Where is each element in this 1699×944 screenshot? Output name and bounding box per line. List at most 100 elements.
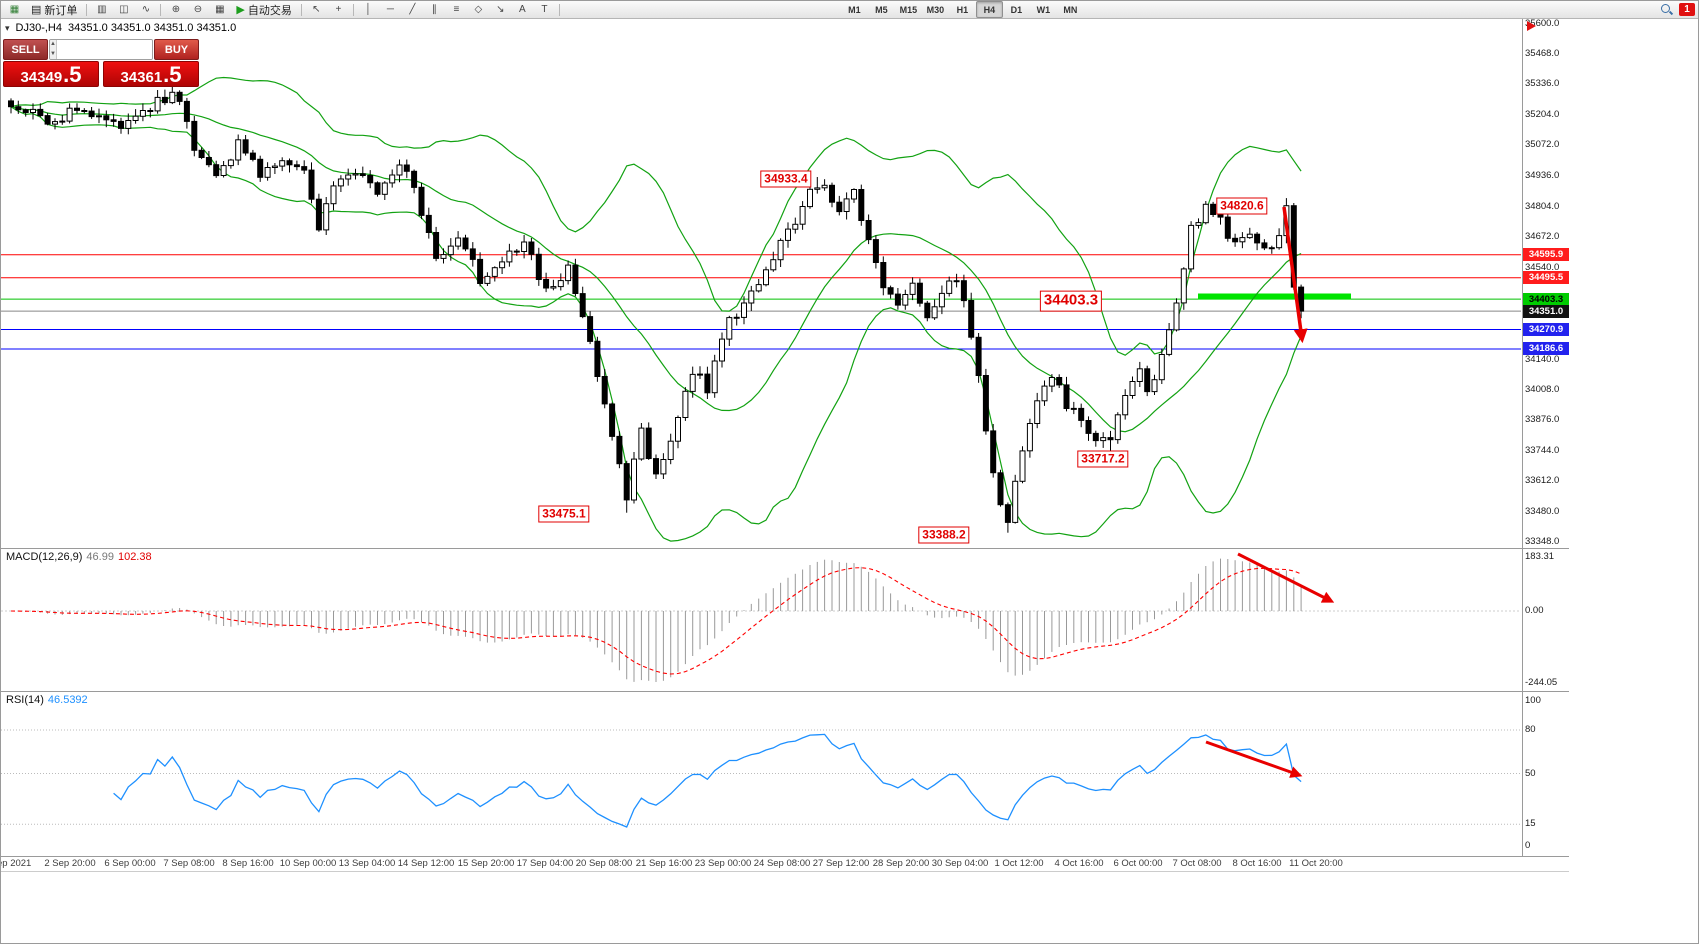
rsi-value: 46.5392 bbox=[47, 694, 88, 706]
horizontal-line-icon[interactable]: ─ bbox=[380, 1, 401, 18]
toolbar-separator bbox=[86, 3, 88, 16]
price-axis-label: 33744.0 bbox=[1525, 445, 1560, 456]
time-axis-label: 23 Sep 00:00 bbox=[694, 858, 752, 869]
buy-price-box[interactable]: 34361.5 bbox=[103, 61, 199, 87]
shapes-icon[interactable]: ◇ bbox=[468, 1, 489, 18]
price-callout[interactable]: 33388.2 bbox=[918, 526, 970, 544]
arrows-icon[interactable]: ↘ bbox=[490, 1, 511, 18]
price-callout[interactable]: 34820.6 bbox=[1216, 197, 1268, 215]
macd-name: MACD(12,26,9) bbox=[6, 551, 83, 563]
tile-windows-icon: ▦ bbox=[215, 4, 225, 15]
auto-trading-button-label: 自动交易 bbox=[247, 4, 292, 17]
price-axis-label: 34140.0 bbox=[1525, 354, 1560, 365]
price-axis-label: 35336.0 bbox=[1525, 78, 1560, 89]
auto-trading-button[interactable]: ▶ 自动交易 bbox=[231, 2, 296, 17]
lot-spinner: ▲ ▼ bbox=[50, 40, 57, 59]
notifications-badge[interactable]: 1 bbox=[1679, 3, 1695, 16]
price-axis-label: 35468.0 bbox=[1525, 48, 1560, 59]
timeframe-w1-button[interactable]: W1 bbox=[1036, 4, 1051, 15]
time-axis-label: 24 Sep 08:00 bbox=[753, 858, 811, 869]
channel-icon[interactable]: ∥ bbox=[424, 1, 445, 18]
price-callout[interactable]: 34403.3 bbox=[1039, 290, 1103, 312]
candles-layer bbox=[8, 85, 1305, 533]
crosshair-icon[interactable]: + bbox=[328, 1, 349, 18]
main-toolbar: ▦ ▤ 新订单 ▥ ◫ ∿ ⊕ ⊖ ▦ ▶ 自动交易 ↖ + │ ─ ╱ ∥ ≡ ◇ ↘ A T M1 M5 M15 M30 H1… bbox=[1, 1, 1698, 19]
timeframe-m30-button[interactable]: M30 bbox=[926, 4, 945, 15]
lot-decrease-button[interactable]: ▼ bbox=[50, 50, 56, 57]
price-axis-label: 33876.0 bbox=[1525, 414, 1560, 425]
timeframe-h1-button[interactable]: H1 bbox=[956, 4, 969, 15]
oneclick-expander-icon[interactable]: ▾ bbox=[5, 22, 10, 33]
shapes-icon: ◇ bbox=[474, 4, 483, 15]
price-axis-badge: 34595.9 bbox=[1523, 248, 1569, 261]
price-callout[interactable]: 34933.4 bbox=[760, 170, 812, 188]
timeframe-m5-button[interactable]: M5 bbox=[875, 4, 888, 15]
zoom-out-icon[interactable]: ⊖ bbox=[187, 1, 208, 18]
time-axis-label: Sep 2021 bbox=[1, 858, 32, 869]
new-chart-icon: ▦ bbox=[9, 4, 20, 15]
time-axis-label: 4 Oct 16:00 bbox=[1054, 858, 1104, 869]
timeframe-d1-button[interactable]: D1 bbox=[1010, 4, 1023, 15]
toolbar-left-group: ▦ ▤ 新订单 ▥ ◫ ∿ ⊕ ⊖ ▦ ▶ 自动交易 ↖ + │ ─ ╱ ∥ ≡ ◇ ↘ A T bbox=[4, 1, 563, 18]
time-axis-label: 8 Sep 16:00 bbox=[222, 858, 274, 869]
fibonacci-icon[interactable]: ≡ bbox=[446, 1, 467, 18]
chart-bars-icon[interactable]: ▥ bbox=[91, 1, 112, 18]
lot-size-input[interactable] bbox=[56, 40, 152, 59]
toolbar-separator bbox=[160, 3, 162, 16]
zoom-out-icon: ⊖ bbox=[193, 4, 203, 15]
sell-button[interactable]: SELL bbox=[3, 39, 48, 60]
rsi-name: RSI(14) bbox=[6, 694, 44, 706]
vertical-line-icon: │ bbox=[365, 4, 372, 15]
timeframe-m1-button[interactable]: M1 bbox=[848, 4, 861, 15]
search-icon[interactable] bbox=[1660, 3, 1673, 16]
timeframe-m15-button[interactable]: M15 bbox=[899, 4, 918, 15]
trend-arrow[interactable] bbox=[1237, 552, 1335, 603]
macd-axis-label: 183.31 bbox=[1525, 551, 1555, 562]
price-callout[interactable]: 33475.1 bbox=[538, 505, 590, 523]
symbol-ohlc-line: ▾ DJ30-,H4 34351.0 34351.0 34351.0 34351… bbox=[5, 22, 236, 34]
scroll-to-end-icon[interactable] bbox=[1527, 21, 1536, 31]
cursor-icon[interactable]: ↖ bbox=[306, 1, 327, 18]
timeframe-mn-button[interactable]: MN bbox=[1063, 4, 1078, 15]
time-axis-label: 7 Oct 08:00 bbox=[1172, 858, 1222, 869]
time-axis-label: 11 Oct 20:00 bbox=[1289, 858, 1343, 869]
time-axis-label: 17 Sep 04:00 bbox=[516, 858, 574, 869]
price-axis-label: 35600.0 bbox=[1525, 18, 1560, 29]
time-axis-label: 27 Sep 12:00 bbox=[812, 858, 870, 869]
chart-candles-icon: ◫ bbox=[119, 4, 129, 15]
rsi-axis-label: 100 bbox=[1525, 695, 1541, 706]
support-zone-line[interactable] bbox=[1198, 293, 1351, 300]
trend-arrow[interactable] bbox=[1205, 740, 1303, 778]
new-order-button[interactable]: ▤ 新订单 bbox=[26, 2, 82, 17]
trendline-icon: ╱ bbox=[409, 4, 416, 15]
trend-arrow[interactable] bbox=[1282, 206, 1308, 344]
macd-main-value: 46.99 bbox=[86, 551, 114, 563]
lot-increase-button[interactable]: ▲ bbox=[50, 41, 56, 47]
arrows-icon: ↘ bbox=[496, 4, 505, 15]
zoom-in-icon[interactable]: ⊕ bbox=[165, 1, 186, 18]
buy-button[interactable]: BUY bbox=[154, 39, 199, 60]
text-icon[interactable]: A bbox=[512, 1, 533, 18]
sell-price-box[interactable]: 34349.5 bbox=[3, 61, 99, 87]
vertical-line-icon[interactable]: │ bbox=[358, 1, 379, 18]
cursor-icon: ↖ bbox=[312, 4, 321, 15]
rsi-axis-label: 15 bbox=[1525, 818, 1536, 829]
text-label-icon[interactable]: T bbox=[534, 1, 555, 18]
trendline-icon[interactable]: ╱ bbox=[402, 1, 423, 18]
chart-candles-icon[interactable]: ◫ bbox=[113, 1, 134, 18]
channel-icon: ∥ bbox=[431, 4, 437, 15]
toolbar-right-group: 1 bbox=[1660, 3, 1697, 16]
crosshair-icon: + bbox=[335, 4, 342, 15]
tile-windows-icon[interactable]: ▦ bbox=[209, 1, 230, 18]
macd-signal-value: 102.38 bbox=[117, 551, 152, 563]
new-chart-icon[interactable]: ▦ bbox=[4, 1, 25, 18]
price-callout[interactable]: 33717.2 bbox=[1077, 450, 1129, 468]
chart-line-icon[interactable]: ∿ bbox=[135, 1, 156, 18]
fibonacci-icon: ≡ bbox=[453, 4, 460, 15]
timeframe-h4-button[interactable]: H4 bbox=[975, 1, 1003, 18]
one-click-top-row: SELL ▲ ▼ BUY bbox=[3, 39, 199, 60]
text-label-icon: T bbox=[541, 4, 548, 15]
